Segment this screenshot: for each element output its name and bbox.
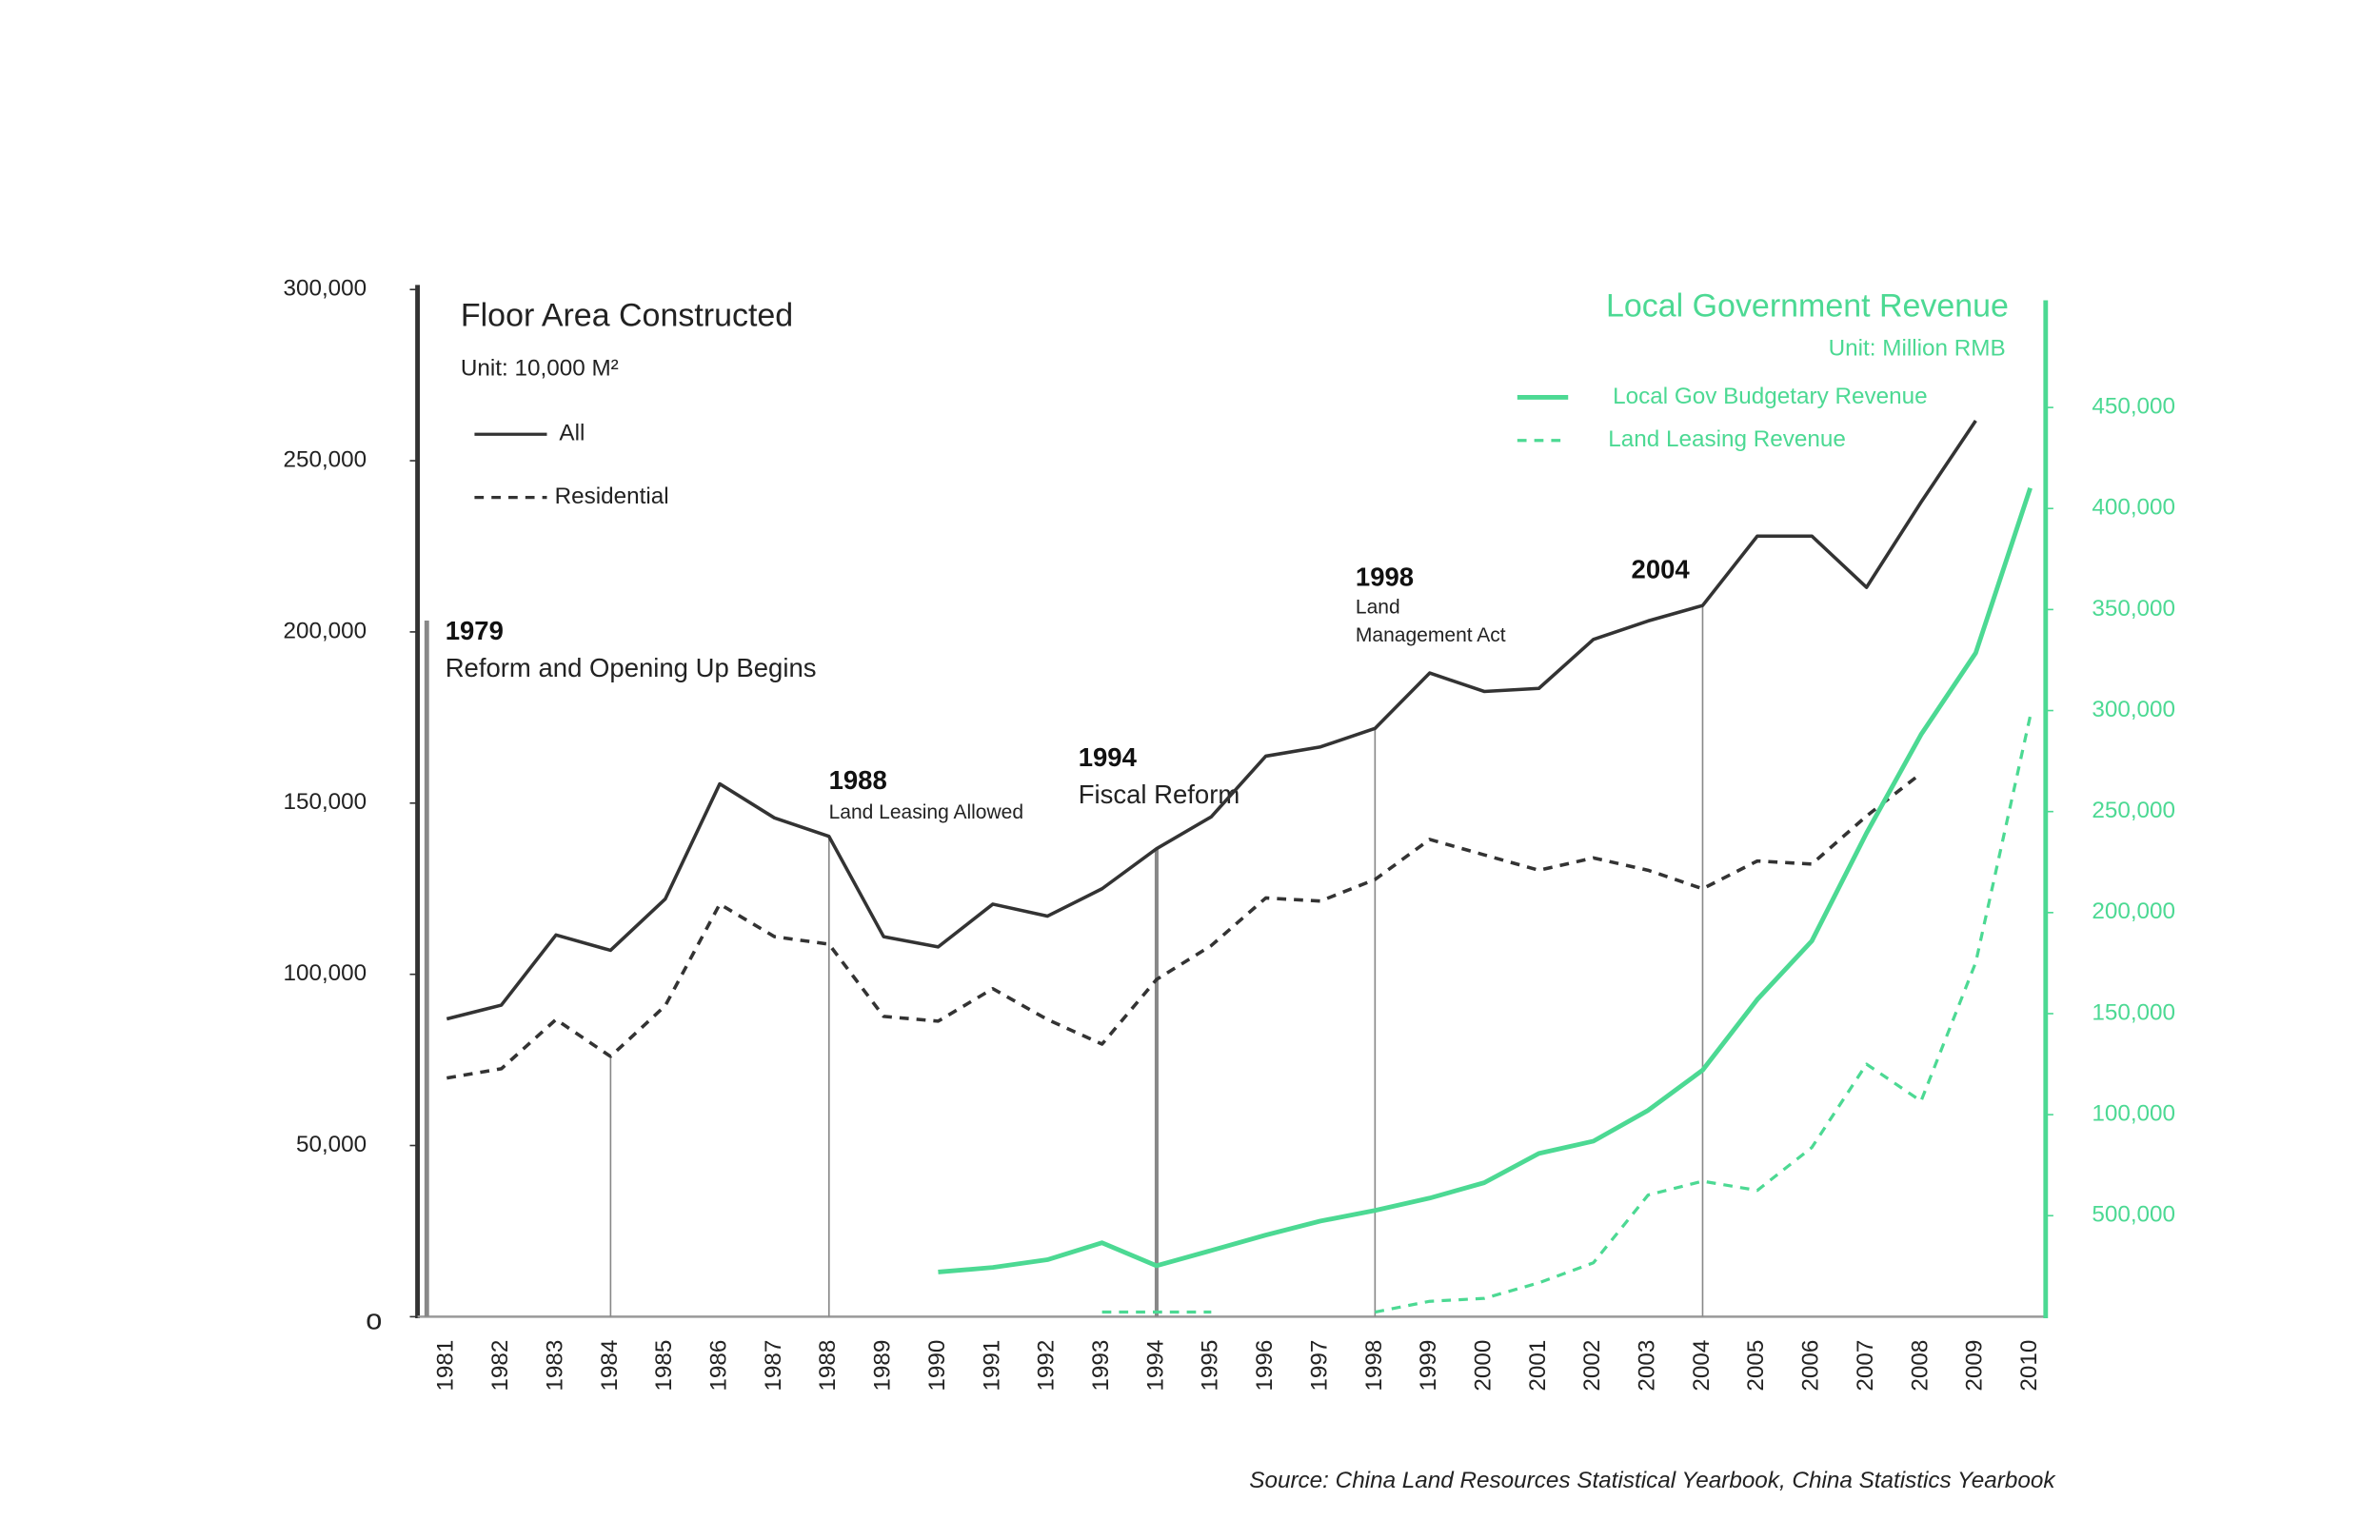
x-tick-label: 2006 bbox=[1798, 1340, 1824, 1392]
y-tick-label: 100,000 bbox=[283, 960, 367, 986]
x-tick-label: 1993 bbox=[1088, 1340, 1114, 1392]
y2-title: Local Government Revenue bbox=[1606, 288, 2009, 325]
x-tick-label: 1991 bbox=[979, 1340, 1004, 1392]
y2-tick-label: 350,000 bbox=[2092, 596, 2175, 622]
x-tick-label: 1997 bbox=[1306, 1340, 1332, 1392]
annotation-year: 1998 bbox=[1356, 563, 1414, 592]
y2-tick-label: 500,000 bbox=[2092, 1202, 2175, 1228]
x-tick-label: 1994 bbox=[1142, 1340, 1168, 1392]
y2-tick-label: 450,000 bbox=[2092, 394, 2175, 420]
annotation-year: 2004 bbox=[1632, 555, 1691, 584]
x-tick-label: 1982 bbox=[487, 1340, 513, 1392]
y2-subtitle: Unit: Million RMB bbox=[1829, 336, 2006, 362]
legend-label: Local Gov Budgetary Revenue bbox=[1613, 384, 1928, 409]
y2-tick-label: 400,000 bbox=[2092, 495, 2175, 521]
annotation-year: 1988 bbox=[829, 765, 887, 795]
x-tick-label: 2005 bbox=[1743, 1340, 1769, 1392]
x-tick-label: 2008 bbox=[1907, 1340, 1933, 1392]
x-tick-label: 1989 bbox=[870, 1340, 896, 1392]
chart-subtitle: Unit: 10,000 M² bbox=[461, 356, 619, 382]
x-tick-label: 1981 bbox=[433, 1340, 459, 1392]
chart-title: Floor Area Constructed bbox=[461, 297, 793, 333]
x-tick-label: 1996 bbox=[1252, 1340, 1278, 1392]
y2-tick-label: 100,000 bbox=[2092, 1101, 2175, 1127]
annotation-year: 1979 bbox=[446, 616, 504, 645]
x-tick-label: 1990 bbox=[924, 1340, 950, 1392]
y-tick-label: 300,000 bbox=[283, 276, 367, 302]
x-tick-label: 2000 bbox=[1470, 1340, 1496, 1392]
annotation-text: Land bbox=[1356, 597, 1400, 619]
x-tick-label: 1985 bbox=[651, 1340, 677, 1392]
series-line bbox=[446, 420, 1977, 1021]
x-tick-label: 1984 bbox=[597, 1340, 623, 1392]
x-tick-label: 1983 bbox=[542, 1340, 567, 1392]
y-tick-label: 50,000 bbox=[296, 1132, 367, 1157]
series-line bbox=[1101, 715, 2033, 1314]
annotation-year: 1994 bbox=[1079, 742, 1138, 772]
x-tick-label: 2004 bbox=[1689, 1340, 1715, 1392]
annotation-text: Fiscal Reform bbox=[1079, 780, 1240, 809]
y-tick-label: 250,000 bbox=[283, 446, 367, 472]
y-tick-label: o bbox=[366, 1302, 382, 1335]
legend-label: All bbox=[559, 421, 585, 446]
y2-tick-label: 250,000 bbox=[2092, 798, 2175, 823]
series-line bbox=[446, 772, 1922, 1080]
y2-tick-label: 300,000 bbox=[2092, 697, 2175, 722]
legend-label: Land Leasing Revenue bbox=[1608, 426, 1846, 452]
series-line bbox=[938, 486, 2033, 1274]
source-note: Source: China Land Resources Statistical… bbox=[1249, 1468, 2056, 1493]
y-tick-label: 150,000 bbox=[283, 789, 367, 815]
x-tick-label: 1995 bbox=[1198, 1340, 1223, 1392]
x-tick-label: 2007 bbox=[1853, 1340, 1878, 1392]
x-tick-label: 1992 bbox=[1034, 1340, 1060, 1392]
x-tick-label: 2001 bbox=[1525, 1340, 1551, 1392]
annotation-text: Land Leasing Allowed bbox=[829, 801, 1023, 823]
x-tick-label: 1999 bbox=[1416, 1340, 1441, 1392]
annotation-text: Management Act bbox=[1356, 624, 1506, 646]
x-tick-label: 2002 bbox=[1579, 1340, 1605, 1392]
x-tick-label: 1986 bbox=[705, 1340, 731, 1392]
x-tick-label: 1988 bbox=[815, 1340, 841, 1392]
x-tick-label: 2009 bbox=[1962, 1340, 1988, 1392]
annotation-text: Reform and Opening Up Begins bbox=[446, 653, 817, 682]
legend-label: Residential bbox=[555, 484, 669, 509]
x-tick-label: 1987 bbox=[761, 1340, 786, 1392]
x-tick-label: 2010 bbox=[2016, 1340, 2042, 1392]
y2-tick-label: 150,000 bbox=[2092, 999, 2175, 1025]
x-tick-label: 2003 bbox=[1635, 1340, 1660, 1392]
x-tick-label: 1998 bbox=[1361, 1340, 1387, 1392]
y-tick-label: 200,000 bbox=[283, 618, 367, 643]
y2-tick-label: 200,000 bbox=[2092, 898, 2175, 924]
